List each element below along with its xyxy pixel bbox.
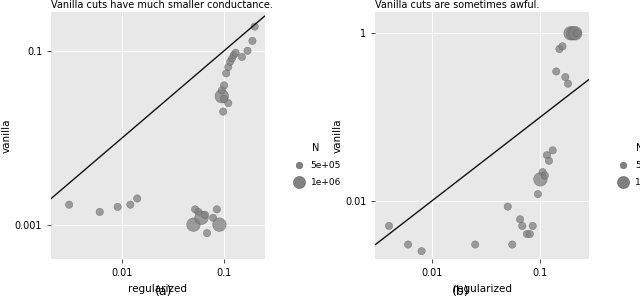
Text: (b): (b) (452, 285, 470, 298)
Point (250, 24, 260, 29)
X-axis label: regularized: regularized (452, 284, 511, 294)
Point (221, 71, 231, 76)
Point (563, 81, 573, 86)
Y-axis label: vanilla: vanilla (2, 118, 12, 153)
Point (554, 46, 564, 51)
Point (542, 153, 552, 158)
Point (533, 192, 543, 196)
Point (125, 202, 136, 207)
Point (132, 196, 142, 201)
Point (527, 224, 538, 228)
Point (223, 101, 234, 105)
Point (64, 202, 74, 207)
Point (540, 173, 550, 178)
Point (193, 209, 204, 214)
Point (470, 242, 480, 247)
Point (202, 231, 212, 235)
Point (247, 38, 257, 43)
Point (200, 212, 210, 217)
Text: Training conductance.
Vanilla cuts have much smaller conductance.: Training conductance. Vanilla cuts have … (51, 0, 273, 10)
Point (243, 48, 253, 53)
Legend: 5e+05, 1e+06: 5e+05, 1e+06 (614, 143, 640, 187)
Point (535, 177, 545, 182)
Text: (a): (a) (154, 285, 172, 298)
Point (551, 69, 561, 74)
Point (228, 52, 239, 57)
Point (208, 215, 218, 220)
Point (572, 31, 582, 36)
Point (544, 159, 554, 163)
Point (217, 88, 227, 93)
Point (230, 50, 241, 55)
Point (548, 148, 558, 153)
X-axis label: regularized: regularized (129, 284, 188, 294)
Point (223, 65, 234, 69)
Point (214, 222, 225, 227)
Point (188, 222, 198, 227)
Point (538, 170, 548, 174)
Point (522, 232, 532, 236)
Point (227, 56, 237, 61)
Point (560, 75, 570, 80)
Point (219, 83, 229, 88)
Point (113, 204, 123, 209)
Point (225, 59, 236, 64)
Point (557, 44, 568, 49)
Point (384, 224, 394, 228)
Point (568, 31, 578, 36)
Point (212, 207, 222, 212)
Point (218, 109, 228, 114)
Point (502, 204, 513, 209)
Point (196, 215, 207, 220)
Point (507, 242, 517, 247)
Point (237, 55, 247, 59)
Point (417, 249, 427, 254)
Point (570, 31, 580, 36)
Point (403, 242, 413, 247)
Point (525, 232, 535, 236)
Point (566, 31, 576, 36)
Point (95, 209, 105, 214)
Point (515, 217, 525, 222)
Legend: 5e+05, 1e+06: 5e+05, 1e+06 (290, 143, 341, 187)
Point (190, 207, 200, 212)
Y-axis label: vanilla: vanilla (332, 118, 342, 153)
Point (517, 224, 527, 228)
Text: Testing conductance.
Vanilla cuts are sometimes awful.: Testing conductance. Vanilla cuts are so… (376, 0, 540, 10)
Point (219, 97, 229, 101)
Point (217, 94, 227, 99)
